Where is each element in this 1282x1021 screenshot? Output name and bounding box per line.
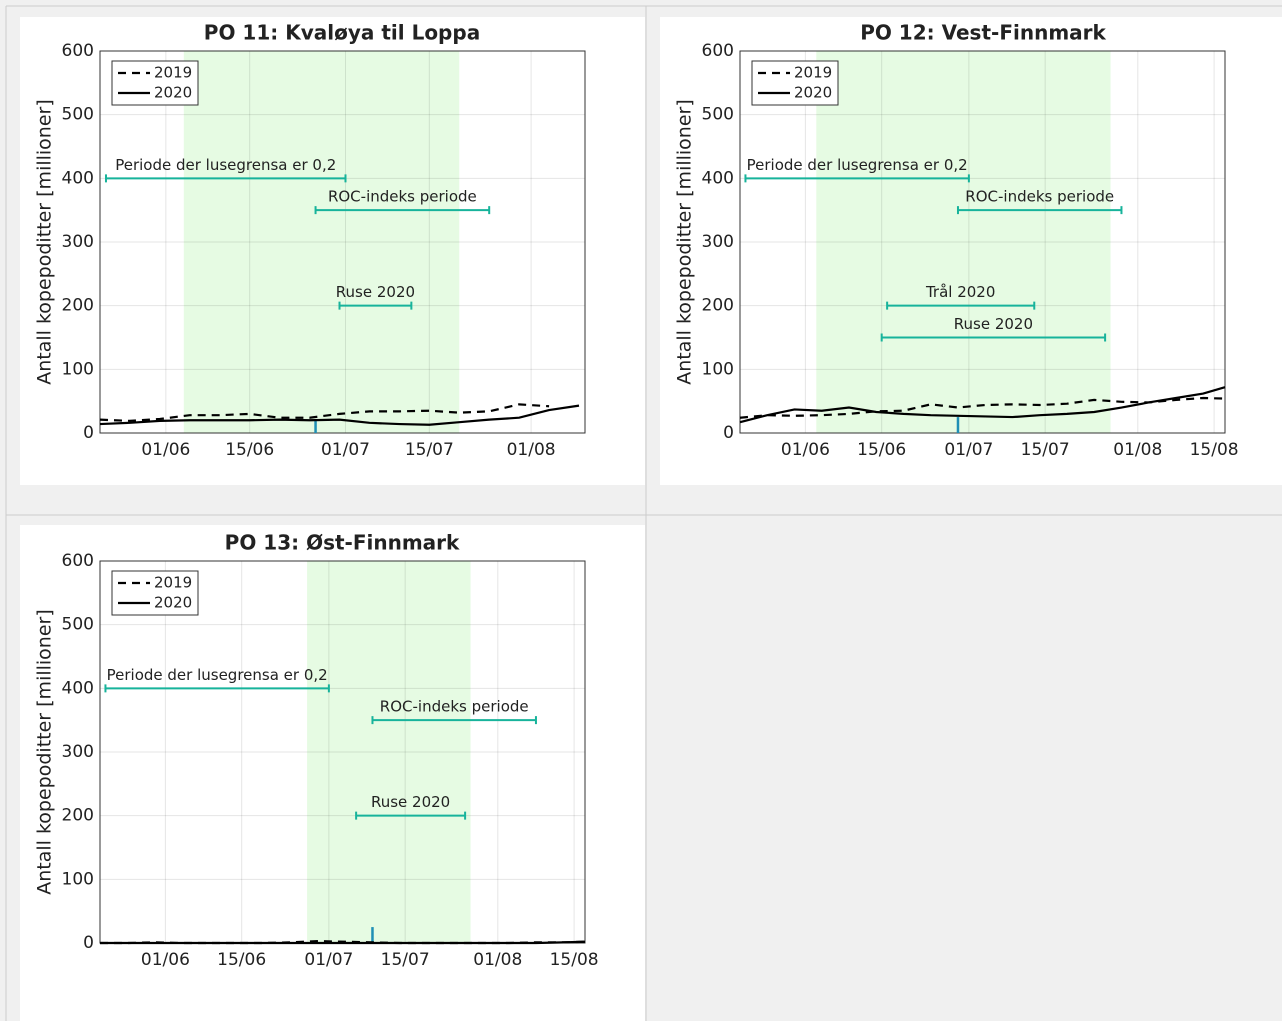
legend-label: 2019 — [154, 574, 192, 592]
x-tick-label: 15/06 — [225, 440, 274, 460]
y-tick-label: 400 — [62, 678, 94, 698]
y-axis-label: Antall kopepoditter [millioner] — [674, 99, 696, 385]
y-tick-label: 600 — [62, 551, 94, 571]
x-tick-label: 01/06 — [781, 440, 830, 460]
legend-label: 2020 — [794, 84, 832, 102]
chart-title: PO 12: Vest-Finnmark — [860, 21, 1106, 45]
period-bar — [104, 684, 330, 693]
y-tick-label: 400 — [62, 168, 94, 188]
x-tick-label: 01/07 — [304, 950, 353, 970]
y-tick-label: 400 — [702, 168, 734, 188]
period-label: Ruse 2020 — [336, 283, 415, 301]
period-label: ROC-indeks periode — [328, 188, 477, 206]
series-line — [100, 940, 586, 945]
period-bar — [371, 716, 537, 725]
legend-box — [751, 60, 839, 106]
legend-box — [111, 570, 199, 616]
x-tick-label: 15/08 — [1190, 440, 1239, 460]
x-tick-label: 15/06 — [217, 950, 266, 970]
y-tick-label: 600 — [702, 41, 734, 61]
y-tick-label: 500 — [62, 105, 94, 125]
y-tick-label: 0 — [83, 423, 94, 443]
period-bar — [104, 174, 347, 183]
legend-label: 2020 — [154, 84, 192, 102]
y-tick-label: 0 — [83, 933, 94, 953]
period-label: Periode der lusegrensa er 0,2 — [747, 156, 968, 174]
plot-frame — [99, 50, 586, 434]
period-bar — [744, 174, 970, 183]
y-tick-label: 500 — [702, 105, 734, 125]
plot-frame — [739, 50, 1226, 434]
series-line — [99, 404, 580, 426]
x-tick-label: 01/08 — [507, 440, 556, 460]
x-tick-label: 15/06 — [857, 440, 906, 460]
x-tick-label: 01/08 — [473, 950, 522, 970]
chart-title: PO 11: Kvaløya til Loppa — [204, 21, 480, 45]
y-tick-label: 200 — [62, 296, 94, 316]
x-tick-label: 01/07 — [944, 440, 993, 460]
y-tick-label: 300 — [702, 232, 734, 252]
y-tick-label: 300 — [62, 232, 94, 252]
y-axis-label: Antall kopepoditter [millioner] — [34, 609, 56, 895]
x-tick-label: 01/06 — [141, 950, 190, 970]
x-tick-label: 15/07 — [405, 440, 454, 460]
period-bar — [338, 301, 413, 310]
period-bar — [886, 301, 1036, 310]
y-axis-label: Antall kopepoditter [millioner] — [34, 99, 56, 385]
period-bar — [355, 811, 467, 820]
y-tick-label: 0 — [723, 423, 734, 443]
y-tick-label: 200 — [702, 296, 734, 316]
legend-label: 2019 — [154, 64, 192, 82]
x-tick-label: 15/07 — [381, 950, 430, 970]
period-bar — [314, 206, 491, 215]
series-line — [99, 403, 550, 423]
x-tick-label: 15/07 — [1021, 440, 1070, 460]
period-label: Ruse 2020 — [371, 793, 450, 811]
x-tick-label: 15/08 — [550, 950, 599, 970]
legend-label: 2020 — [154, 594, 192, 612]
y-tick-label: 100 — [702, 359, 734, 379]
period-label: Periode der lusegrensa er 0,2 — [115, 156, 336, 174]
x-tick-label: 01/07 — [321, 440, 370, 460]
y-tick-label: 500 — [62, 615, 94, 635]
period-label: Trål 2020 — [925, 283, 995, 301]
period-bar — [956, 206, 1123, 215]
y-tick-label: 200 — [62, 806, 94, 826]
period-bar — [880, 333, 1107, 342]
y-tick-label: 100 — [62, 359, 94, 379]
shaded-period — [183, 51, 460, 433]
period-label: Ruse 2020 — [954, 315, 1033, 333]
y-tick-label: 600 — [62, 41, 94, 61]
x-tick-label: 01/08 — [1113, 440, 1162, 460]
period-label: Periode der lusegrensa er 0,2 — [107, 666, 328, 684]
period-label: ROC-indeks periode — [380, 698, 529, 716]
shaded-period — [816, 51, 1111, 433]
chart-title: PO 13: Øst-Finnmark — [225, 531, 460, 555]
y-tick-label: 300 — [62, 742, 94, 762]
shaded-period — [307, 561, 471, 943]
x-tick-label: 01/06 — [141, 440, 190, 460]
legend-box — [111, 60, 199, 106]
y-tick-label: 100 — [62, 869, 94, 889]
series-line — [739, 386, 1226, 424]
legend-label: 2019 — [794, 64, 832, 82]
period-label: ROC-indeks periode — [965, 188, 1114, 206]
